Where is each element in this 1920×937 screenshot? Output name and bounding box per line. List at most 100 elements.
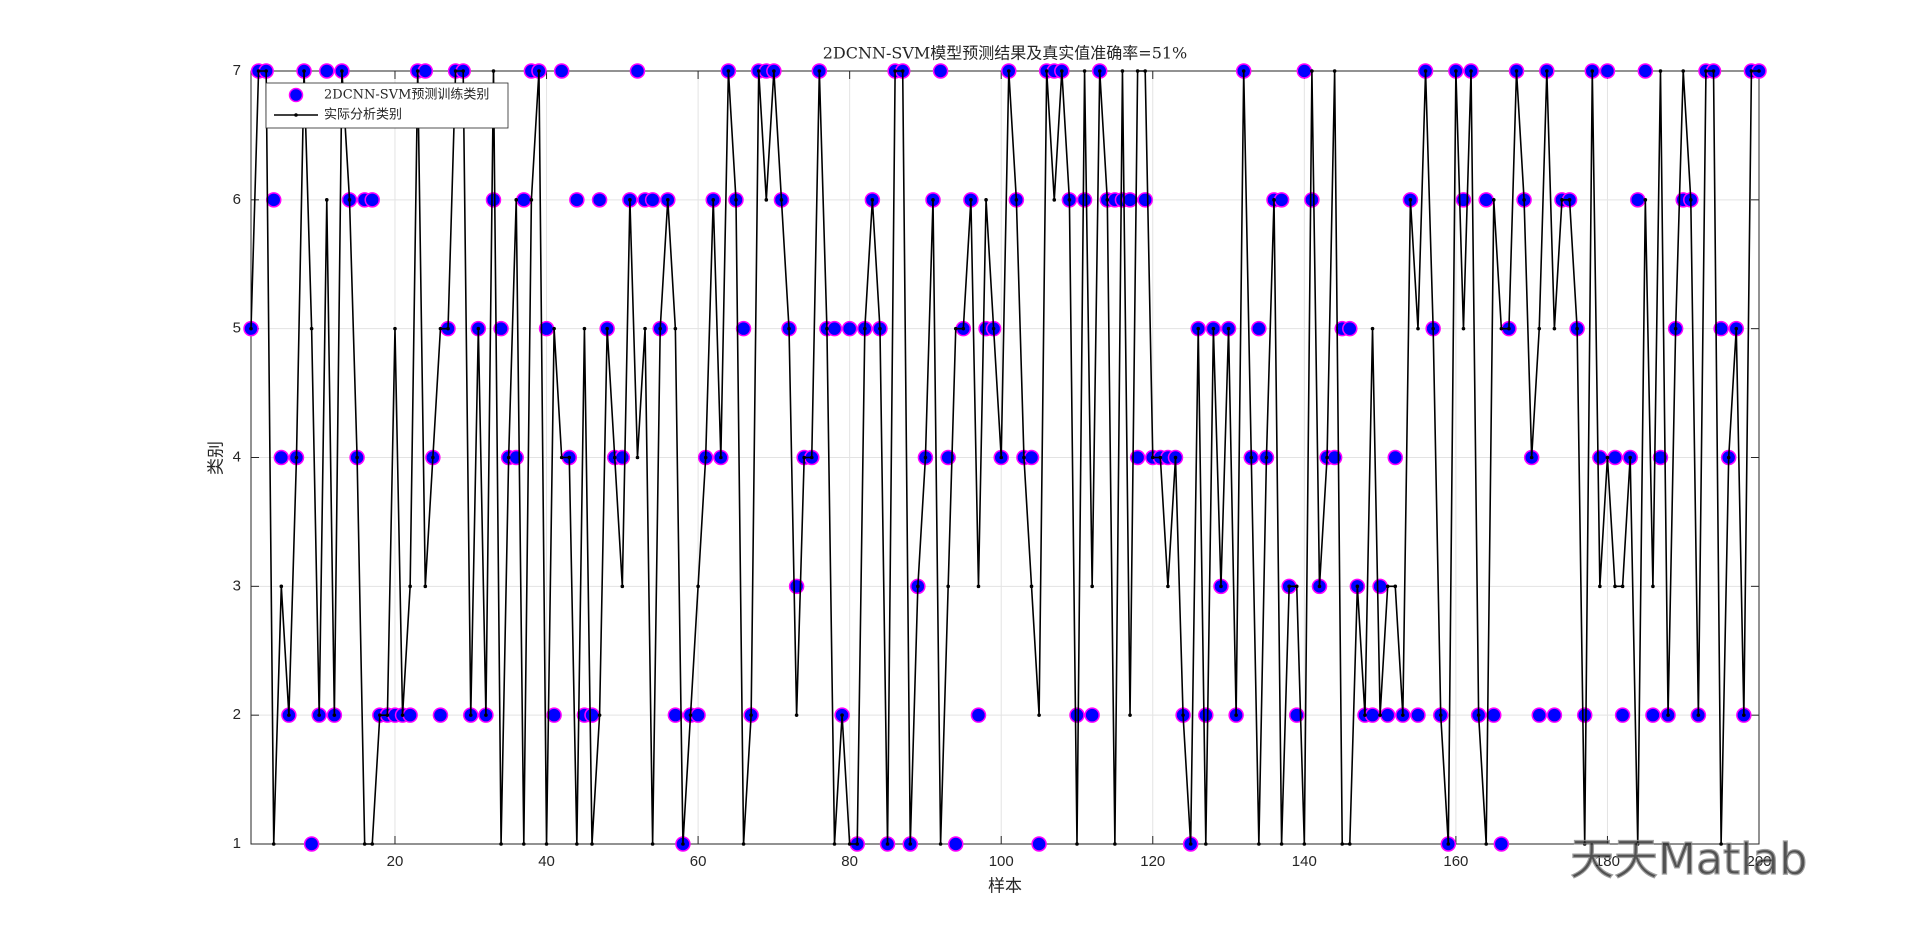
line-point — [309, 326, 314, 331]
prediction-marker — [1410, 707, 1426, 723]
line-point — [393, 326, 397, 331]
prediction-marker — [1372, 578, 1388, 595]
line-point — [711, 198, 716, 202]
line-point — [726, 69, 731, 73]
line-point — [1552, 326, 1557, 331]
line-point — [575, 842, 579, 846]
line-point — [1469, 69, 1473, 73]
line-point — [612, 455, 617, 460]
line-point — [1150, 455, 1155, 460]
prediction-marker — [1607, 449, 1623, 466]
line-point — [1560, 198, 1564, 202]
prediction-marker — [319, 63, 335, 79]
line-point — [1438, 713, 1443, 717]
x-tick-label: 120 — [1140, 853, 1165, 870]
line-point — [650, 842, 655, 846]
line-point — [1287, 584, 1291, 589]
line-point — [703, 455, 708, 460]
prediction-marker — [364, 192, 380, 208]
line-point — [976, 584, 981, 589]
prediction-marker — [1304, 192, 1320, 208]
line-point — [1196, 326, 1201, 331]
prediction-marker — [1592, 449, 1608, 466]
line-point — [900, 69, 905, 73]
prediction-marker — [1486, 707, 1502, 723]
line-point — [476, 326, 481, 331]
line-point — [1097, 69, 1102, 73]
prediction-marker — [629, 63, 646, 79]
line-point — [749, 713, 753, 717]
line-point — [1431, 326, 1435, 331]
line-point — [400, 713, 405, 717]
legend-label: 实际分析类别 — [324, 108, 402, 123]
line-point — [1188, 842, 1193, 846]
line-point — [491, 69, 496, 73]
prediction-marker — [1645, 707, 1661, 723]
x-tick-label: 180 — [1595, 853, 1620, 870]
y-tick-label: 6 — [233, 191, 241, 208]
prediction-marker — [303, 836, 320, 852]
prediction-marker — [485, 192, 502, 208]
line-point — [1385, 584, 1390, 589]
prediction-marker — [1379, 707, 1396, 723]
line-point — [620, 584, 625, 589]
line-point — [1166, 584, 1170, 589]
line-point — [969, 198, 973, 202]
line-point — [302, 69, 306, 73]
line-point — [1620, 584, 1625, 589]
line-point — [1529, 455, 1534, 460]
prediction-marker — [1630, 192, 1646, 208]
prediction-marker — [265, 192, 282, 208]
line-point — [378, 713, 382, 717]
y-tick-label: 1 — [233, 835, 241, 852]
line-point — [1749, 69, 1754, 73]
line-point — [423, 584, 428, 589]
line-point — [1264, 455, 1269, 460]
line-point — [1067, 198, 1072, 202]
line-point — [1590, 69, 1595, 73]
line-point — [840, 713, 844, 717]
prediction-marker — [546, 707, 562, 723]
line-point — [1075, 842, 1079, 846]
prediction-marker — [1493, 836, 1510, 852]
line-point — [415, 69, 420, 73]
line-point — [370, 842, 375, 846]
line-point — [1643, 198, 1648, 202]
line-point — [658, 326, 663, 331]
line-point — [991, 326, 996, 331]
line-point — [431, 455, 435, 460]
x-tick-label: 80 — [841, 853, 858, 870]
y-tick-label: 5 — [233, 320, 241, 337]
line-point — [590, 842, 594, 846]
prediction-marker — [1364, 707, 1381, 723]
line-point — [499, 842, 503, 846]
line-point — [1052, 198, 1057, 202]
x-tick-label: 200 — [1746, 853, 1771, 870]
line-point — [1302, 842, 1307, 846]
line-point — [878, 326, 882, 331]
x-tick-label: 140 — [1292, 853, 1317, 870]
prediction-marker — [553, 63, 570, 79]
prediction-marker — [667, 707, 684, 723]
prediction-marker — [508, 449, 524, 466]
line-point — [809, 455, 814, 460]
line-point — [1279, 842, 1284, 846]
line-point — [908, 842, 913, 846]
line-point — [347, 198, 352, 202]
line-point — [1681, 69, 1686, 73]
line-point — [681, 842, 685, 846]
line-point — [1446, 842, 1451, 846]
prediction-marker — [1023, 449, 1040, 466]
line-point — [514, 198, 519, 202]
prediction-marker — [1288, 707, 1305, 723]
line-point — [1158, 455, 1163, 460]
line-point — [1211, 326, 1216, 331]
line-point — [1484, 842, 1488, 846]
line-point — [1454, 69, 1458, 73]
line-point — [1219, 584, 1223, 589]
line-point — [582, 326, 587, 331]
line-point — [916, 584, 920, 589]
line-point — [1310, 69, 1314, 73]
